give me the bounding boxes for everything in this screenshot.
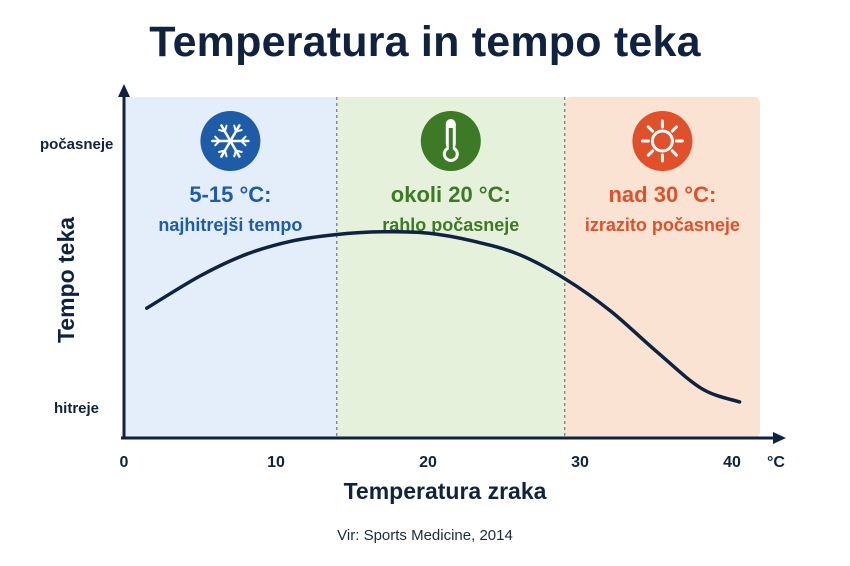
page-title: Temperatura in tempo teka — [149, 18, 701, 66]
x-tick-label: 30 — [571, 454, 589, 471]
thermometer-level — [448, 128, 453, 152]
zone-hot — [564, 97, 760, 438]
snowflake-branch — [233, 149, 237, 158]
sun-icon — [632, 111, 693, 171]
sun-ray — [646, 149, 655, 157]
y-tick-label-bottom: hitreje — [54, 400, 99, 417]
sun-ray — [670, 125, 679, 133]
zone-cold-description: najhitrejši tempo — [158, 215, 302, 235]
snowflake-branch — [223, 124, 228, 133]
x-tick-label: 20 — [419, 454, 437, 471]
labels-layer: 0 10 20 30 40 °C Temperatura zraka počasneje hit… — [40, 136, 785, 504]
thermometer-bulb-fill — [445, 149, 456, 159]
snowflake-arm — [229, 124, 241, 143]
x-tick-label: 40 — [723, 454, 741, 471]
y-tick-label-top: počasneje — [40, 136, 113, 153]
snowflake-branch — [234, 129, 243, 133]
x-tick-label: 10 — [267, 454, 285, 471]
thermometer-icon — [420, 111, 481, 171]
snowflake-branch — [218, 149, 226, 153]
x-axis-title: Temperatura zraka — [344, 478, 547, 504]
snowflake-icon — [200, 111, 261, 171]
axes-layer — [118, 84, 786, 444]
x-unit-label: °C — [767, 454, 785, 471]
y-axis-arrow — [118, 84, 130, 97]
snowflake-branch — [214, 135, 221, 142]
y-axis-title: Tempo teka — [53, 217, 79, 343]
zone-hot-description: izrazito počasneje — [585, 215, 740, 235]
zone-mild-description: rahlo počasneje — [382, 215, 519, 235]
snowflake-arm — [229, 139, 241, 158]
sun-core — [650, 129, 674, 153]
zone-cold-range: 5-15 °C: — [189, 182, 271, 207]
zones-layer: 5-15 °C: najhitrejši tempo okoli 20 °C: rah… — [124, 97, 760, 438]
x-axis-arrow — [773, 432, 786, 444]
zone-mild-range: okoli 20 °C: — [391, 182, 511, 207]
x-tick-label: 0 — [120, 454, 129, 471]
snowflake-arm — [220, 139, 232, 158]
zone-hot-range: nad 30 °C: — [608, 182, 716, 207]
sun-ray — [646, 125, 655, 133]
source-note: Vir: Sports Medicine, 2014 — [337, 527, 513, 544]
sun-ray — [670, 149, 679, 157]
snowflake-arm — [220, 124, 232, 143]
curve-layer — [145, 229, 742, 404]
snowflake-branch — [240, 140, 247, 147]
pace-curve — [145, 229, 742, 404]
